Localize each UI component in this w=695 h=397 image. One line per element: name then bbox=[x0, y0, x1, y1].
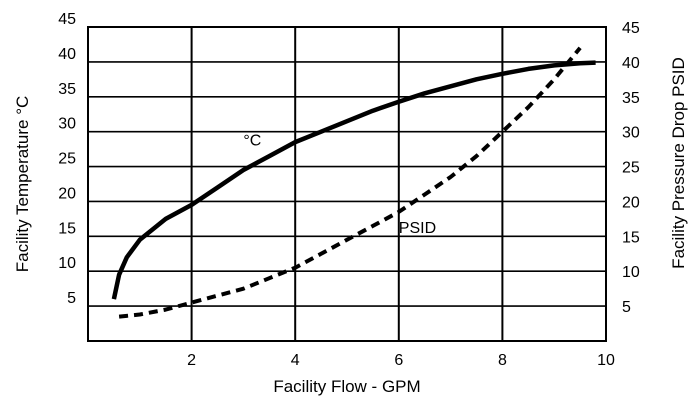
y-right-tick-label-20: 20 bbox=[622, 194, 640, 211]
x-tick-label-2: 2 bbox=[187, 352, 196, 369]
grid-layer bbox=[88, 27, 606, 341]
y-left-tick-label-20: 20 bbox=[58, 185, 76, 202]
series-layer: °C PSID bbox=[111, 46, 596, 319]
y-right-tick-label-15: 15 bbox=[622, 229, 640, 246]
x-axis-title: Facility Flow - GPM bbox=[273, 377, 420, 396]
y-left-tick-label-25: 25 bbox=[58, 151, 76, 168]
y-left-tick-label-10: 10 bbox=[58, 255, 76, 272]
y-right-tick-label-5: 5 bbox=[622, 299, 631, 316]
label-layer: Facility Flow - GPM Facility Temperature… bbox=[13, 57, 688, 396]
series-line-temperature bbox=[111, 60, 596, 300]
plot-frame bbox=[87, 26, 607, 342]
y-left-tick-label-40: 40 bbox=[58, 46, 76, 63]
y-left-tick-label-45: 45 bbox=[58, 11, 76, 28]
y-right-tick-label-35: 35 bbox=[622, 90, 640, 107]
series-line-pressure-drop bbox=[118, 46, 582, 319]
x-tick-label-4: 4 bbox=[291, 352, 300, 369]
y-left-tick-label-30: 30 bbox=[58, 116, 76, 133]
x-tick-label-8: 8 bbox=[498, 352, 507, 369]
y-left-tick-label-35: 35 bbox=[58, 81, 76, 98]
tick-layer: 2 4 6 8 10 5 10 15 20 25 30 35 40 45 5 10 15 20 25 30 35 40 45 bbox=[58, 11, 640, 369]
y-axis-right-title: Facility Pressure Drop PSID bbox=[669, 57, 688, 269]
series-label-pressure-drop: PSID bbox=[399, 220, 436, 237]
x-tick-label-10: 10 bbox=[597, 352, 615, 369]
series-label-temperature: °C bbox=[243, 133, 261, 150]
y-right-tick-label-40: 40 bbox=[622, 55, 640, 72]
y-right-tick-label-25: 25 bbox=[622, 160, 640, 177]
y-right-tick-label-10: 10 bbox=[622, 264, 640, 281]
y-left-tick-label-5: 5 bbox=[67, 290, 76, 307]
x-tick-label-6: 6 bbox=[394, 352, 403, 369]
y-axis-left-title: Facility Temperature °C bbox=[13, 96, 32, 273]
y-right-tick-label-45: 45 bbox=[622, 20, 640, 37]
y-left-tick-label-15: 15 bbox=[58, 220, 76, 237]
y-right-tick-label-30: 30 bbox=[622, 125, 640, 142]
